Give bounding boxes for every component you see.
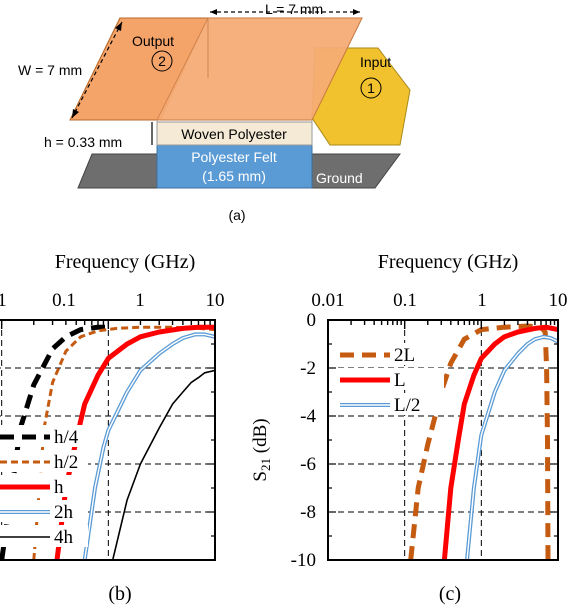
c-y-tick-label: -6 [300,454,316,475]
b-plot-frame [0,319,216,561]
input-port-circle [360,77,382,99]
c-series-0-line [408,323,551,560]
arrow-icon [353,9,360,15]
felt-label: Polyester Felt [191,149,277,165]
chart-c-series [408,323,558,560]
c-y-tick-label: 0 [307,310,317,331]
width-label: W = 7 mm [18,62,82,78]
b-legend-label: h/2 [54,452,78,473]
b-legend-label: 4h [54,527,74,548]
b-x-tick-label: 1 [0,290,7,311]
arrow-icon [115,22,122,31]
b-series-2-line [54,324,215,560]
c-plot-frame [327,319,559,561]
b-series-4-line [111,369,215,560]
c-y-tick-label: -4 [300,406,316,427]
schematic-panel: L = 7 mm W = 7 mm h = 0.33 mm Output 2 I… [18,1,411,223]
c-series-2-line-inner [466,336,558,560]
input-port-number: 1 [367,80,375,96]
b-x-tick-label: 10 [206,290,225,311]
b-legend-label: h [54,477,64,498]
c-x-tick-label: 0.01 [311,290,344,311]
b-x-tick-label: 0.1 [52,290,76,311]
b-legend-label: 2h [54,502,74,523]
chart-b-series [0,324,215,560]
chart-b-legend: h/4 h/2 h 2h 4h [0,425,88,548]
output-label: Output [132,33,174,49]
c-x-tick-label: 0.1 [393,290,417,311]
c-x-tick-label: 1 [477,290,487,311]
c-y-tick-label: -2 [300,358,316,379]
c-x-tick-label: 10 [549,290,568,311]
chart-c-x-tick-labels: 0.01 0.1 1 10 [311,290,567,311]
chart-c-caption: (c) [439,583,461,605]
arrow-icon [210,9,217,15]
chart-c-frame [327,319,559,561]
c-y-tick-label: -10 [291,550,316,571]
chart-b-frame [0,319,216,561]
woven-label: Woven Polyester [181,126,287,142]
b-series-3-line-inner [84,333,215,560]
chart-b-caption: (b) [108,583,131,605]
b-legend-label: h/4 [54,427,79,448]
b-x-tick-label: 1 [135,290,145,311]
chart-b-x-tick-labels: 1 0.1 1 10 [0,290,225,311]
chart-c-legend: 2L L L/2 [336,343,444,416]
input-label: Input [360,54,391,70]
c-legend-label: L/2 [394,395,420,416]
c-legend-label: L [394,370,406,391]
chart-c-y-tick-labels: 0 -2 -4 -6 -8 -10 [291,310,317,571]
height-label: h = 0.33 mm [44,134,122,150]
c-legend-label: 2L [394,345,415,366]
chart-b: Frequency (GHz) 1 0.1 1 10 h/4 h/2 h 2h 4h (b) [0,251,225,605]
output-port-circle [151,50,173,72]
ground-label: Ground [316,170,363,186]
b-series-0-line [0,324,109,560]
felt-layer [156,144,313,189]
chart-c-ylabel: S21 (dB) [250,418,273,481]
b-legend-bg [0,525,88,547]
c-series-1-line [441,324,558,560]
chart-c-xlabel: Frequency (GHz) [378,251,519,273]
caption-a: (a) [228,207,245,223]
chart-c: Frequency (GHz) 0.01 0.1 1 10 0-2-4-6-8-10 … [250,251,568,605]
c-y-tick-label: -8 [300,502,316,523]
length-label: L = 7 mm [265,1,323,17]
chart-b-xlabel: Frequency (GHz) [55,251,196,273]
output-port-number: 2 [158,53,166,69]
felt-thickness-label: (1.65 mm) [202,168,266,184]
arrow-icon [72,109,79,118]
